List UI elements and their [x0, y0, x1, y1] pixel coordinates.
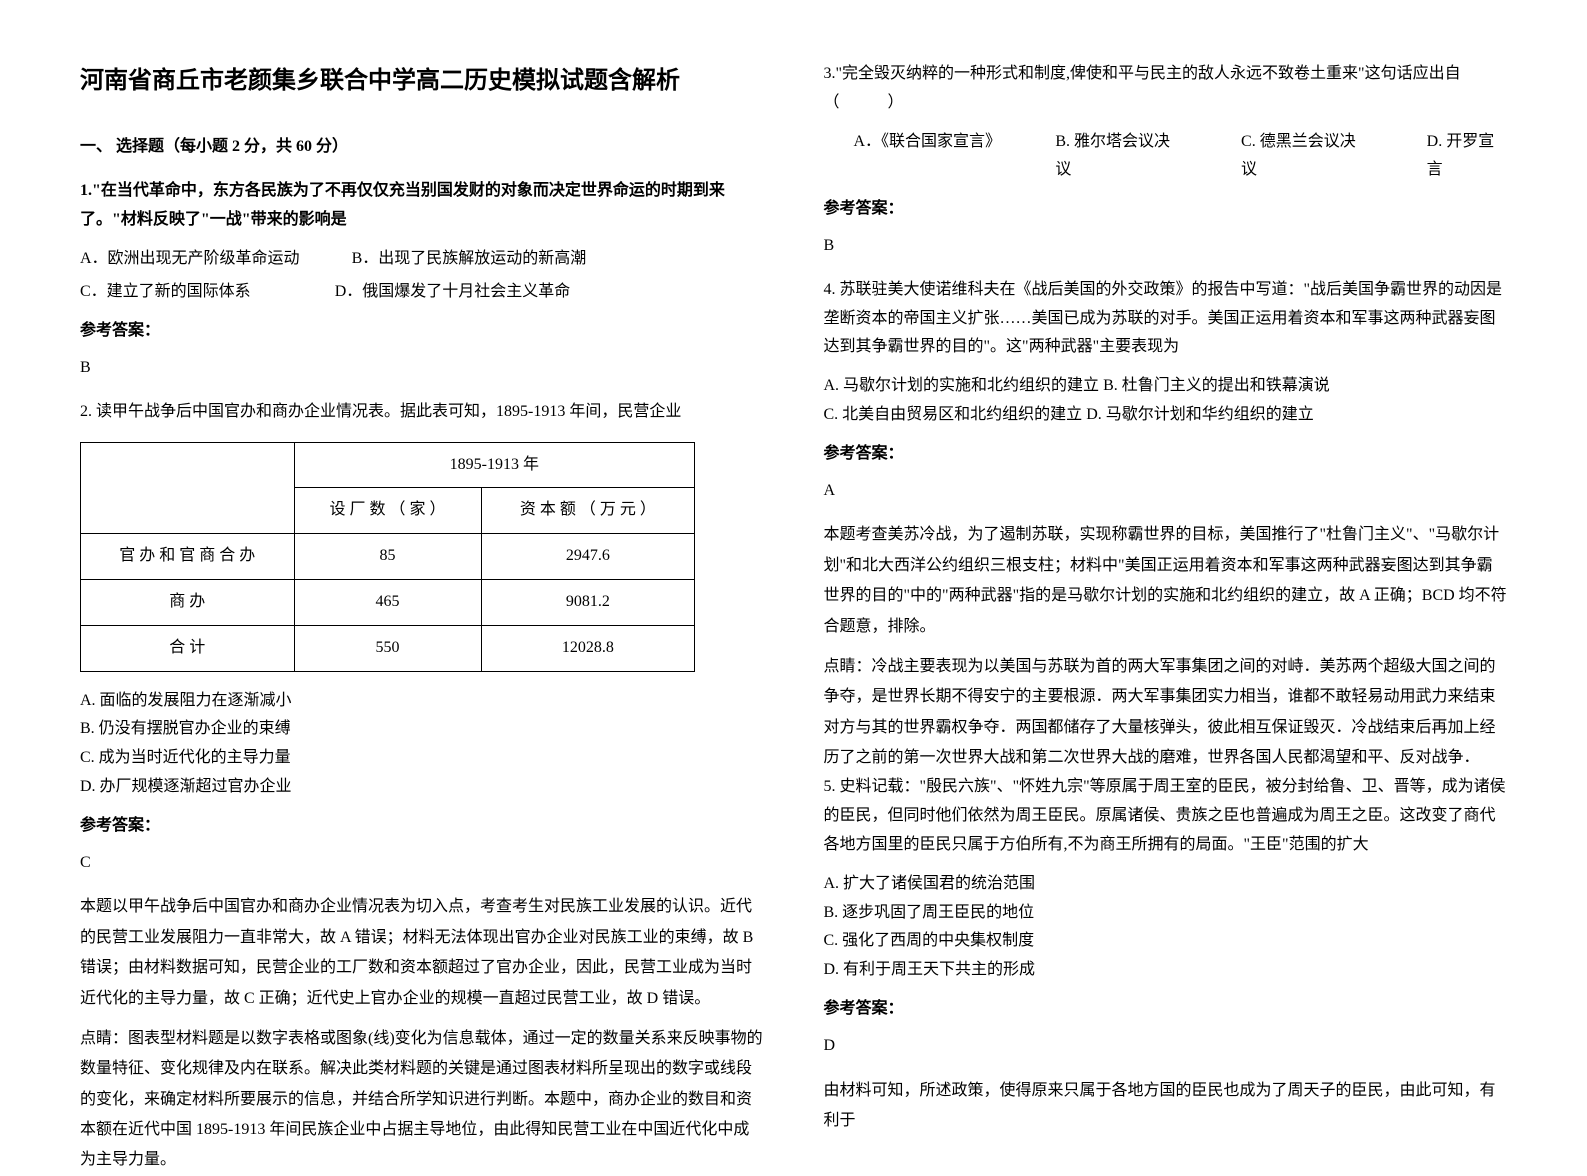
q1-optC: C．建立了新的国际体系 — [80, 283, 251, 300]
q4-answer: A — [824, 477, 1508, 506]
q4-optA: A. 马歇尔计划的实施和北约组织的建立 — [824, 377, 1100, 394]
q3-answer-label: 参考答案： — [824, 195, 1508, 224]
table-row1-c1: 465 — [294, 579, 481, 625]
table-row0-c1: 85 — [294, 534, 481, 580]
table-row1-label: 商 办 — [81, 579, 295, 625]
q2-optA: A. 面临的发展阻力在逐渐减小 — [80, 687, 764, 716]
table-col2: 资 本 额 （ 万 元 ） — [481, 488, 695, 534]
q2-explanation2: 点睛：图表型材料题是以数字表格或图象(线)变化为信息载体，通过一定的数量关系来反… — [80, 1024, 764, 1176]
q3-options: A．《联合国家宣言》 B. 雅尔塔会议决议 C. 德黑兰会议决议 D. 开罗宣言 — [854, 128, 1508, 186]
q4-optC: C. 北美自由贸易区和北约组织的建立 — [824, 406, 1083, 423]
table-row1-c2: 9081.2 — [481, 579, 695, 625]
table-row0-label: 官 办 和 官 商 合 办 — [81, 534, 295, 580]
q4-stem: 4. 苏联驻美大使诺维科夫在《战后美国的外交政策》的报告中写道："战后美国争霸世… — [824, 276, 1508, 362]
q4-optB: B. 杜鲁门主义的提出和铁幕演说 — [1103, 377, 1330, 394]
q5-optB: B. 逐步巩固了周王臣民的地位 — [824, 899, 1508, 928]
q1-optA: A．欧洲出现无产阶级革命运动 — [80, 250, 300, 267]
q2-optB: B. 仍没有摆脱官办企业的束缚 — [80, 715, 764, 744]
q5-explanation: 由材料可知，所述政策，使得原来只属于各地方国的臣民也成为了周天子的臣民，由此可知… — [824, 1076, 1508, 1137]
q5-answer-label: 参考答案： — [824, 995, 1508, 1024]
q3-optC: C. 德黑兰会议决议 — [1241, 128, 1367, 186]
right-column: 3."完全毁灭纳粹的一种形式和制度,俾使和平与民主的敌人永远不致卷土重来"这句话… — [794, 60, 1538, 1062]
q5-stem: 5. 史料记载："殷民六族"、"怀姓九宗"等原属于周王室的臣民，被分封给鲁、卫、… — [824, 773, 1508, 859]
q5-answer: D — [824, 1032, 1508, 1061]
table-row2-c1: 550 — [294, 625, 481, 671]
q3-optA: A．《联合国家宣言》 — [854, 128, 996, 186]
left-column: 河南省商丘市老颜集乡联合中学高二历史模拟试题含解析 一、 选择题（每小题 2 分… — [50, 60, 794, 1062]
q3-optB: B. 雅尔塔会议决议 — [1055, 128, 1181, 186]
table-col1: 设 厂 数 （ 家 ） — [294, 488, 481, 534]
q2-optD: D. 办厂规模逐渐超过官办企业 — [80, 773, 764, 802]
q2-options: A. 面临的发展阻力在逐渐减小 B. 仍没有摆脱官办企业的束缚 C. 成为当时近… — [80, 687, 764, 802]
q1-optD: D．俄国爆发了十月社会主义革命 — [335, 283, 571, 300]
document-title: 河南省商丘市老颜集乡联合中学高二历史模拟试题含解析 — [80, 60, 764, 103]
q1-answer-label: 参考答案： — [80, 317, 764, 346]
q5-optC: C. 强化了西周的中央集权制度 — [824, 927, 1508, 956]
q3-stem: 3."完全毁灭纳粹的一种形式和制度,俾使和平与民主的敌人永远不致卷土重来"这句话… — [824, 60, 1508, 118]
q1-optB: B．出现了民族解放运动的新高潮 — [352, 250, 587, 267]
table-row0-c2: 2947.6 — [481, 534, 695, 580]
q1-options: A．欧洲出现无产阶级革命运动 B．出现了民族解放运动的新高潮 C．建立了新的国际… — [80, 245, 764, 308]
section-header: 一、 选择题（每小题 2 分，共 60 分） — [80, 133, 764, 162]
q4-explanation2: 点睛：冷战主要表现为以美国与苏联为首的两大军事集团之间的对峙．美苏两个超级大国之… — [824, 652, 1508, 774]
q4-optD: D. 马歇尔计划和华约组织的建立 — [1086, 406, 1314, 423]
q4-answer-label: 参考答案： — [824, 440, 1508, 469]
q2-table: 1895-1913 年 设 厂 数 （ 家 ） 资 本 额 （ 万 元 ） 官 … — [80, 442, 695, 672]
q2-answer-label: 参考答案： — [80, 812, 764, 841]
q2-stem: 2. 读甲午战争后中国官办和商办企业情况表。据此表可知，1895-1913 年间… — [80, 398, 764, 427]
q4-options: A. 马歇尔计划的实施和北约组织的建立 B. 杜鲁门主义的提出和铁幕演说 C. … — [824, 372, 1508, 430]
table-row2-c2: 12028.8 — [481, 625, 695, 671]
table-blank — [81, 442, 295, 534]
q4-explanation1: 本题考查美苏冷战，为了遏制苏联，实现称霸世界的目标，美国推行了"杜鲁门主义"、"… — [824, 520, 1508, 642]
table-header-span: 1895-1913 年 — [294, 442, 695, 488]
q3-optD: D. 开罗宣言 — [1427, 128, 1507, 186]
q2-optC: C. 成为当时近代化的主导力量 — [80, 744, 764, 773]
q2-explanation1: 本题以甲午战争后中国官办和商办企业情况表为切入点，考查考生对民族工业发展的认识。… — [80, 892, 764, 1014]
q5-options: A. 扩大了诸侯国君的统治范围 B. 逐步巩固了周王臣民的地位 C. 强化了西周… — [824, 870, 1508, 985]
q3-answer: B — [824, 232, 1508, 261]
q1-stem: 1."在当代革命中，东方各民族为了不再仅仅充当别国发财的对象而决定世界命运的时期… — [80, 177, 764, 235]
q1-answer: B — [80, 354, 764, 383]
q5-optD: D. 有利于周王天下共主的形成 — [824, 956, 1508, 985]
table-row2-label: 合 计 — [81, 625, 295, 671]
q5-optA: A. 扩大了诸侯国君的统治范围 — [824, 870, 1508, 899]
q2-answer: C — [80, 849, 764, 878]
